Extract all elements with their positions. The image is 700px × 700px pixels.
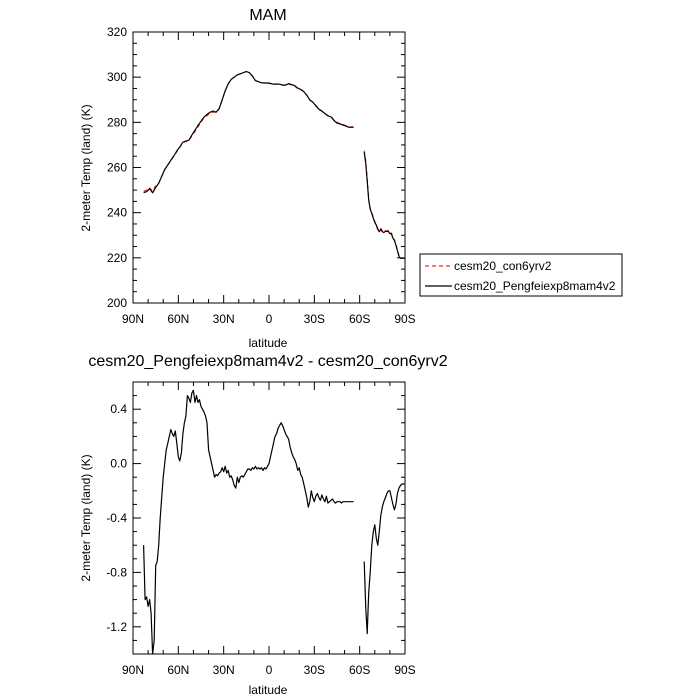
top-x-axis-label: latitude xyxy=(249,336,288,350)
bottom-x-tick-label: 90N xyxy=(122,663,144,677)
top-chart-title: MAM xyxy=(249,7,286,24)
top-y-tick-label: 300 xyxy=(107,70,127,84)
bottom-x-tick-label: 90S xyxy=(394,663,415,677)
top-y-tick-label: 220 xyxy=(107,251,127,265)
bottom-series-line-0-segment-1 xyxy=(363,483,405,635)
bottom-x-tick-label: 30S xyxy=(304,663,325,677)
bottom-plot-area: 90N 60N 30N 0 30S 60S 90S 0.4 0.0 -0.4 -0.8 -1.2 xyxy=(106,381,416,677)
top-x-tick-label: 30S xyxy=(304,312,325,326)
top-y-tick-label: 280 xyxy=(107,115,127,129)
bottom-y-tick-label: -0.4 xyxy=(106,511,127,525)
bottom-x-tick-label: 30N xyxy=(213,663,235,677)
top-series-line-1-segment-0 xyxy=(143,70,354,194)
top-plot-area: 90N 60N 30N 0 30S 60S 90S 200 220 240 260 280 300 320 xyxy=(107,25,416,326)
bottom-x-axis-label: latitude xyxy=(249,683,288,697)
bottom-chart-panel: cesm20_Pengfeiexp8mam4v2 - cesm20_con6yr… xyxy=(79,353,448,697)
bottom-y-tick-label: -1.2 xyxy=(106,620,127,634)
bottom-x-tick-label: 0 xyxy=(266,663,273,677)
bottom-x-tick-label: 60N xyxy=(167,663,189,677)
top-y-tick-label: 200 xyxy=(107,296,127,310)
top-series-line-1-segment-1 xyxy=(363,152,405,259)
top-y-tick-label: 240 xyxy=(107,206,127,220)
top-plot-frame xyxy=(132,31,406,304)
top-y-tick-label: 260 xyxy=(107,161,127,175)
legend: cesm20_con6yrv2 cesm20_Pengfeiexp8mam4v2 xyxy=(419,253,623,297)
top-x-tick-label: 60N xyxy=(167,312,189,326)
bottom-plot-frame xyxy=(132,381,406,655)
top-x-tick-label: 60S xyxy=(349,312,370,326)
bottom-x-tick-label: 60S xyxy=(349,663,370,677)
bottom-y-tick-label: -0.8 xyxy=(106,565,127,579)
top-x-tick-label: 30N xyxy=(213,312,235,326)
legend-box xyxy=(419,253,623,297)
top-x-tick-label: 90N xyxy=(122,312,144,326)
top-y-axis-label: 2-meter Temp (land) (K) xyxy=(79,104,93,231)
bottom-series-line-0-segment-0 xyxy=(143,389,354,655)
bottom-y-tick-label: 0.4 xyxy=(110,402,127,416)
top-series-line-0-segment-1 xyxy=(363,150,405,259)
top-series-line-0-segment-0 xyxy=(143,70,354,192)
legend-label-pengfeiexp8mam4v2: cesm20_Pengfeiexp8mam4v2 xyxy=(454,279,616,293)
bottom-y-tick-label: 0.0 xyxy=(110,457,127,471)
legend-label-con6yrv2: cesm20_con6yrv2 xyxy=(454,259,552,273)
top-x-tick-label: 0 xyxy=(266,312,273,326)
top-y-tick-label: 320 xyxy=(107,25,127,39)
top-x-tick-label: 90S xyxy=(394,312,415,326)
top-chart-panel: MAM 90N 60N 30N 0 30S 60S 90S 200 220 240 260 280 30… xyxy=(79,7,623,350)
bottom-y-axis-label: 2-meter Temp (land) (K) xyxy=(79,454,93,581)
bottom-chart-title: cesm20_Pengfeiexp8mam4v2 - cesm20_con6yr… xyxy=(88,353,447,370)
